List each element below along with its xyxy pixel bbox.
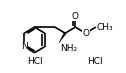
Text: O: O <box>82 29 89 38</box>
Text: HCl: HCl <box>87 57 103 66</box>
Text: O: O <box>72 12 79 21</box>
Polygon shape <box>59 33 66 43</box>
Text: CH₃: CH₃ <box>96 23 113 32</box>
Text: N: N <box>21 42 28 51</box>
Text: NH₂: NH₂ <box>60 44 77 53</box>
Text: HCl: HCl <box>27 57 43 66</box>
